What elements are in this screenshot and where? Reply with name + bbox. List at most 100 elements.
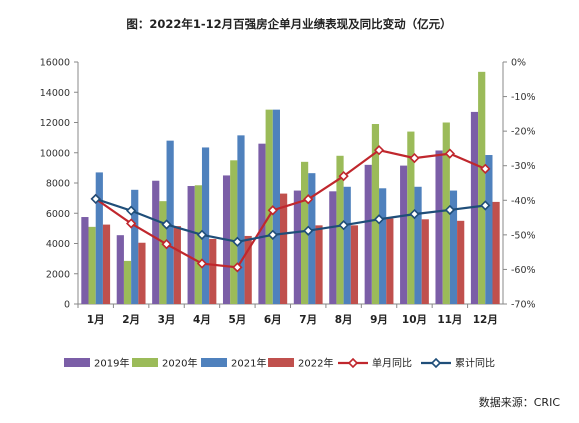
bar bbox=[166, 140, 174, 304]
bar bbox=[336, 155, 344, 304]
line-point bbox=[90, 193, 101, 205]
bar bbox=[187, 186, 195, 304]
line-point bbox=[196, 229, 208, 240]
y-right-tick-label: -60% bbox=[511, 265, 536, 276]
bar bbox=[88, 226, 96, 304]
series-line bbox=[95, 197, 486, 243]
bar bbox=[470, 111, 479, 304]
bar bbox=[152, 180, 160, 304]
x-tick-label: 2月 bbox=[122, 314, 140, 326]
y-right-tick-label: -10% bbox=[511, 92, 536, 103]
legend-label: 2022年 bbox=[298, 357, 333, 370]
line-point bbox=[303, 225, 314, 236]
legend-swatch bbox=[132, 358, 158, 367]
line-point bbox=[125, 205, 137, 216]
bar bbox=[308, 173, 316, 304]
bar bbox=[279, 193, 288, 304]
bar bbox=[478, 71, 486, 304]
line-point bbox=[338, 220, 349, 231]
y-right-tick-label: -20% bbox=[511, 127, 536, 138]
x-tick-label: 3月 bbox=[158, 314, 176, 326]
line-point bbox=[338, 170, 349, 182]
legend-swatch-marker bbox=[430, 357, 442, 369]
bar bbox=[449, 190, 458, 304]
bar bbox=[442, 122, 450, 304]
line-point bbox=[125, 218, 137, 229]
x-tick-label: 5月 bbox=[228, 314, 246, 326]
bar bbox=[209, 238, 217, 304]
bar bbox=[350, 225, 359, 304]
bar bbox=[194, 185, 202, 304]
bar bbox=[329, 191, 337, 304]
legend: 2019年 2020年 2021年 2022年 单月同比 累计同比 bbox=[64, 357, 495, 370]
bar bbox=[301, 161, 309, 304]
axes: 0 2000 4000 6000 8000 10000 12000 14000 16000 -70… bbox=[40, 58, 536, 327]
line-point bbox=[161, 239, 172, 250]
line-point bbox=[267, 229, 278, 240]
legend-label: 累计同比 bbox=[455, 357, 495, 370]
bar bbox=[435, 150, 443, 304]
x-tick-label: 4月 bbox=[193, 314, 211, 326]
bar bbox=[102, 224, 111, 304]
bar bbox=[258, 143, 266, 304]
bars bbox=[81, 71, 500, 304]
bar bbox=[343, 186, 351, 304]
y-right-tick-label: -40% bbox=[511, 196, 536, 207]
y-left-tick-label: 2000 bbox=[46, 269, 70, 280]
legend-swatch bbox=[64, 358, 90, 367]
x-tick-label: 8月 bbox=[335, 314, 353, 326]
x-tick-label: 10月 bbox=[402, 314, 427, 326]
data-source: 数据来源：CRIC bbox=[479, 395, 561, 409]
bar bbox=[123, 260, 132, 304]
bar bbox=[230, 160, 238, 304]
bar bbox=[421, 219, 429, 304]
bar bbox=[173, 226, 181, 304]
legend-swatch bbox=[268, 358, 294, 367]
line-point bbox=[267, 205, 278, 216]
y-right-tick-label: 0% bbox=[511, 58, 526, 69]
line-point bbox=[444, 204, 456, 216]
bar bbox=[131, 189, 139, 304]
line-point bbox=[161, 219, 172, 230]
legend-label: 单月同比 bbox=[372, 358, 412, 370]
y-right-tick-label: -50% bbox=[511, 230, 536, 241]
bar bbox=[485, 155, 493, 304]
x-tick-label: 9月 bbox=[370, 314, 388, 326]
y-left-tick-label: 16000 bbox=[40, 58, 70, 69]
bar bbox=[95, 172, 103, 304]
x-tick-label: 6月 bbox=[264, 314, 282, 326]
bar bbox=[492, 201, 500, 304]
series-line bbox=[95, 148, 486, 269]
y-left-tick-label: 4000 bbox=[46, 239, 70, 250]
line-point bbox=[409, 208, 420, 220]
line-point bbox=[303, 194, 314, 205]
bar bbox=[400, 165, 408, 304]
y-left-tick-label: 8000 bbox=[46, 179, 70, 190]
bar bbox=[364, 164, 372, 304]
y-right-tick-label: -30% bbox=[511, 161, 536, 172]
x-tick-label: 7月 bbox=[299, 314, 317, 326]
bar bbox=[116, 235, 124, 304]
bar bbox=[386, 218, 394, 304]
bar bbox=[265, 109, 273, 304]
x-tick-label: 11月 bbox=[437, 314, 462, 326]
lines bbox=[90, 145, 491, 273]
legend-label: 2020年 bbox=[162, 357, 197, 370]
line-point bbox=[373, 214, 385, 225]
bar bbox=[379, 188, 387, 304]
legend-label: 2019年 bbox=[94, 357, 129, 370]
y-left-tick-label: 10000 bbox=[40, 148, 70, 159]
y-left-tick-label: 14000 bbox=[40, 88, 70, 99]
line-point bbox=[232, 262, 243, 273]
bar bbox=[414, 186, 422, 304]
bar bbox=[81, 217, 89, 304]
y-left-tick-label: 12000 bbox=[40, 118, 70, 129]
bar bbox=[272, 109, 280, 304]
line-point bbox=[444, 148, 456, 159]
bar bbox=[159, 201, 167, 304]
bar bbox=[407, 131, 415, 304]
line-point bbox=[480, 163, 491, 174]
line-point bbox=[232, 236, 243, 247]
y-left-tick-label: 6000 bbox=[46, 209, 70, 220]
